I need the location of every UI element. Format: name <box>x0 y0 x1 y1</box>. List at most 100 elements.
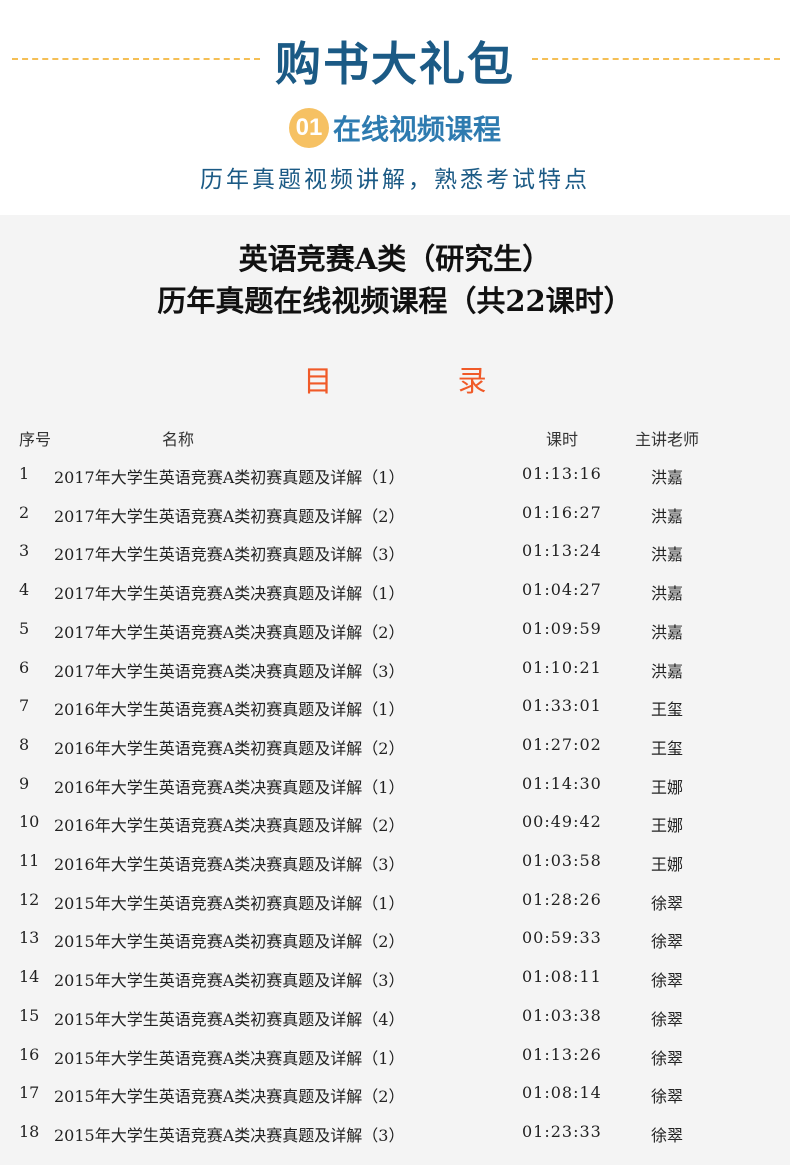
lesson-teacher: 洪嘉 <box>651 584 684 604</box>
lesson-teacher: 洪嘉 <box>651 468 684 487</box>
row-index: 17 <box>19 1083 40 1103</box>
table-row: 13 2015年大学生英语竞赛A类初赛真题及详解（2） 00:59:33 徐翠 <box>0 928 790 952</box>
lesson-teacher: 洪嘉 <box>651 622 684 642</box>
col-duration-header: 课时 <box>546 430 579 449</box>
row-index: 5 <box>19 618 30 638</box>
lesson-duration: 01:23:33 <box>522 1121 602 1141</box>
table-row: 2 2017年大学生英语竞赛A类初赛真题及详解（2） 01:16:27 洪嘉 <box>0 503 790 527</box>
lesson-teacher: 徐翠 <box>651 1048 684 1068</box>
lesson-name: 2017年大学生英语竞赛A类初赛真题及详解（2） <box>54 506 405 526</box>
col-index-header: 序号 <box>19 430 52 449</box>
lesson-duration: 01:03:38 <box>522 1005 602 1025</box>
table-row: 11 2016年大学生英语竞赛A类决赛真题及详解（3） 01:03:58 王娜 <box>0 851 790 875</box>
lesson-duration: 01:10:21 <box>522 657 602 677</box>
table-row: 7 2016年大学生英语竞赛A类初赛真题及详解（1） 01:33:01 王玺 <box>0 696 790 720</box>
lesson-name: 2016年大学生英语竞赛A类决赛真题及详解（2） <box>54 816 405 836</box>
lesson-teacher: 洪嘉 <box>651 506 684 526</box>
lesson-name: 2015年大学生英语竞赛A类决赛真题及详解（1） <box>54 1048 405 1068</box>
row-index: 12 <box>19 889 40 909</box>
lesson-duration: 01:04:27 <box>522 580 602 600</box>
lesson-teacher: 徐翠 <box>651 1087 684 1107</box>
section-subtitle: 历年真题视频讲解，熟悉考试特点 <box>200 167 590 193</box>
table-row: 3 2017年大学生英语竞赛A类初赛真题及详解（3） 01:13:24 洪嘉 <box>0 541 790 565</box>
lesson-name: 2017年大学生英语竞赛A类初赛真题及详解（1） <box>54 468 405 487</box>
table-row: 12 2015年大学生英语竞赛A类初赛真题及详解（1） 01:28:26 徐翠 <box>0 890 790 914</box>
lesson-teacher: 徐翠 <box>651 1009 684 1029</box>
lesson-name: 2017年大学生英语竞赛A类决赛真题及详解（2） <box>54 622 405 642</box>
lesson-name: 2016年大学生英语竞赛A类初赛真题及详解（1） <box>54 700 405 720</box>
table-row: 1 2017年大学生英语竞赛A类初赛真题及详解（1） 01:13:16 洪嘉 <box>0 464 790 488</box>
col-teacher-header: 主讲老师 <box>635 430 700 449</box>
lesson-name: 2017年大学生英语竞赛A类决赛真题及详解（1） <box>54 584 405 604</box>
row-index: 14 <box>19 967 40 987</box>
row-index: 1 <box>19 464 30 483</box>
lesson-teacher: 洪嘉 <box>651 545 684 565</box>
lesson-name: 2016年大学生英语竞赛A类决赛真题及详解（3） <box>54 855 405 874</box>
section-heading: 01 在线视频课程 <box>0 108 790 148</box>
course-title-line2: 历年真题在线视频课程（共22课时） <box>157 284 633 318</box>
table-header: 序号 名称 课时 主讲老师 <box>0 426 790 450</box>
lesson-duration: 01:28:26 <box>522 889 602 909</box>
lesson-teacher: 徐翠 <box>651 932 684 952</box>
lesson-name: 2015年大学生英语竞赛A类初赛真题及详解（3） <box>54 971 405 991</box>
table-row: 18 2015年大学生英语竞赛A类决赛真题及详解（3） 01:23:33 徐翠 <box>0 1122 790 1146</box>
lesson-name: 2017年大学生英语竞赛A类决赛真题及详解（3） <box>54 661 405 681</box>
lesson-name: 2015年大学生英语竞赛A类初赛真题及详解（4） <box>54 1009 405 1029</box>
toc-heading: 目 录 <box>303 364 525 398</box>
course-title-line1: 英语竞赛A类（研究生） <box>238 242 552 276</box>
lesson-duration: 01:08:11 <box>522 967 602 987</box>
table-row: 4 2017年大学生英语竞赛A类决赛真题及详解（1） 01:04:27 洪嘉 <box>0 580 790 604</box>
table-row: 5 2017年大学生英语竞赛A类决赛真题及详解（2） 01:09:59 洪嘉 <box>0 619 790 643</box>
lesson-duration: 00:49:42 <box>522 812 602 832</box>
table-row: 16 2015年大学生英语竞赛A类决赛真题及详解（1） 01:13:26 徐翠 <box>0 1045 790 1069</box>
lesson-duration: 01:03:58 <box>522 851 602 870</box>
row-index: 10 <box>19 812 40 832</box>
row-index: 16 <box>19 1044 40 1064</box>
table-row: 10 2016年大学生英语竞赛A类决赛真题及详解（2） 00:49:42 王娜 <box>0 812 790 836</box>
lesson-name: 2015年大学生英语竞赛A类决赛真题及详解（3） <box>54 1125 405 1145</box>
lesson-duration: 01:13:26 <box>522 1044 602 1064</box>
lesson-duration: 01:14:30 <box>522 773 602 793</box>
row-index: 4 <box>19 580 30 600</box>
lesson-teacher: 王玺 <box>651 738 684 758</box>
table-row: 14 2015年大学生英语竞赛A类初赛真题及详解（3） 01:08:11 徐翠 <box>0 967 790 991</box>
lesson-duration: 01:33:01 <box>522 696 602 716</box>
table-row: 8 2016年大学生英语竞赛A类初赛真题及详解（2） 01:27:02 王玺 <box>0 735 790 759</box>
lesson-duration: 00:59:33 <box>522 928 602 948</box>
row-index: 7 <box>19 696 30 716</box>
lesson-name: 2016年大学生英语竞赛A类初赛真题及详解（2） <box>54 738 405 758</box>
page-title: 购书大礼包 <box>275 37 515 91</box>
dashed-divider-left <box>12 58 260 60</box>
dashed-divider-right <box>532 58 780 60</box>
row-index: 8 <box>19 734 30 754</box>
row-index: 15 <box>19 1005 40 1025</box>
lesson-duration: 01:08:14 <box>522 1083 602 1103</box>
row-index: 9 <box>19 773 30 793</box>
table-row: 6 2017年大学生英语竞赛A类决赛真题及详解（3） 01:10:21 洪嘉 <box>0 658 790 682</box>
lesson-duration: 01:09:59 <box>522 618 602 638</box>
table-row: 17 2015年大学生英语竞赛A类决赛真题及详解（2） 01:08:14 徐翠 <box>0 1083 790 1107</box>
row-index: 6 <box>19 657 30 677</box>
lesson-teacher: 王玺 <box>651 700 684 720</box>
header-banner: 购书大礼包 01 在线视频课程 历年真题视频讲解，熟悉考试特点 <box>0 0 790 215</box>
row-index: 13 <box>19 928 40 948</box>
section-number-badge: 01 <box>288 108 329 148</box>
lesson-name: 2015年大学生英语竞赛A类初赛真题及详解（1） <box>54 893 405 913</box>
lesson-teacher: 王娜 <box>651 777 684 797</box>
row-index: 3 <box>19 541 30 561</box>
lesson-duration: 01:27:02 <box>522 734 602 754</box>
lesson-teacher: 洪嘉 <box>651 661 684 681</box>
row-index: 11 <box>19 851 40 870</box>
table-row: 9 2016年大学生英语竞赛A类决赛真题及详解（1） 01:14:30 王娜 <box>0 774 790 798</box>
lesson-duration: 01:13:24 <box>522 541 602 561</box>
section-title: 在线视频课程 <box>332 113 501 146</box>
col-name-header: 名称 <box>162 430 195 449</box>
lesson-name: 2015年大学生英语竞赛A类决赛真题及详解（2） <box>54 1087 405 1107</box>
table-row: 15 2015年大学生英语竞赛A类初赛真题及详解（4） 01:03:38 徐翠 <box>0 1006 790 1030</box>
row-index: 18 <box>19 1121 40 1141</box>
lesson-name: 2016年大学生英语竞赛A类决赛真题及详解（1） <box>54 777 405 797</box>
lesson-name: 2015年大学生英语竞赛A类初赛真题及详解（2） <box>54 932 405 952</box>
row-index: 2 <box>19 502 30 522</box>
lesson-teacher: 徐翠 <box>651 1125 684 1145</box>
lesson-duration: 01:16:27 <box>522 502 602 522</box>
